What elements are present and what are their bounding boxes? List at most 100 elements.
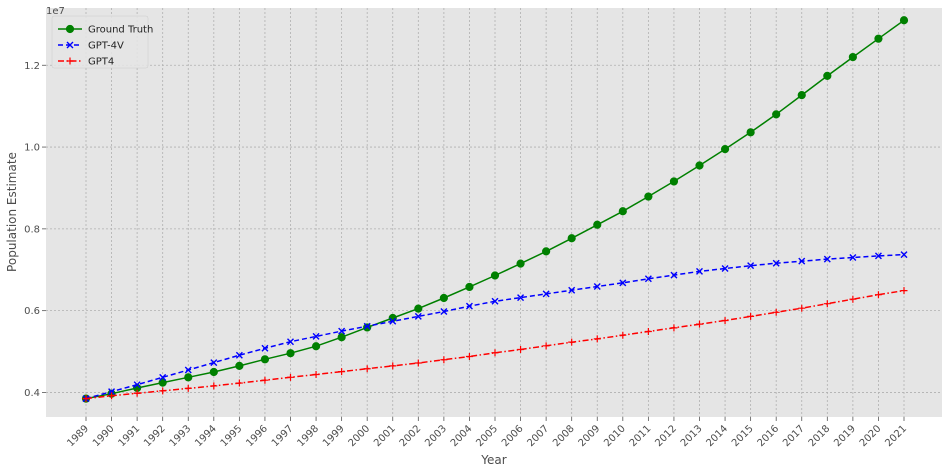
- x-tick-label: 1999: [321, 423, 347, 449]
- data-point: [669, 177, 679, 186]
- x-tick-label: 2019: [832, 423, 858, 449]
- data-point: [721, 265, 729, 273]
- y-tick-label: 0.4: [24, 388, 40, 399]
- data-point: [568, 286, 576, 294]
- data-point: [312, 370, 320, 378]
- x-tick-label: 2021: [883, 423, 909, 449]
- legend-marker: [65, 24, 75, 34]
- data-point: [414, 359, 422, 367]
- data-point: [287, 373, 294, 381]
- data-point: [363, 323, 372, 332]
- data-point: [133, 389, 141, 397]
- series-1: [82, 251, 908, 403]
- data-point: [108, 388, 116, 396]
- data-point: [874, 252, 882, 260]
- data-point: [286, 349, 295, 358]
- data-point: [874, 34, 883, 43]
- data-point: [491, 297, 499, 305]
- x-tick-label: 1989: [65, 423, 91, 449]
- x-tick-label: 2008: [551, 423, 577, 449]
- x-tick-label: 2000: [347, 423, 373, 449]
- data-point: [542, 247, 551, 256]
- y-tick-label: 0.6: [24, 306, 40, 317]
- data-point: [389, 362, 397, 370]
- x-axis: 1989 1990 1991 1992 1993 1994 1995 1996 1997 1998…: [65, 417, 909, 449]
- data-point: [517, 346, 525, 354]
- legend: Ground Truth GPT-4V GPT4: [51, 15, 153, 69]
- legend-label: GPT-4V: [88, 41, 124, 52]
- data-point: [568, 338, 576, 346]
- data-point: [312, 332, 320, 340]
- x-tick-label: 2015: [730, 423, 756, 449]
- data-point: [235, 379, 243, 387]
- data-point: [389, 317, 397, 325]
- data-point: [798, 304, 806, 312]
- data-point: [465, 302, 473, 310]
- data-point: [260, 355, 270, 364]
- x-tick-label: 2004: [449, 423, 475, 449]
- data-point: [772, 259, 780, 267]
- x-tick-label: 2014: [704, 423, 730, 449]
- legend-marker: [66, 41, 74, 49]
- data-point: [823, 255, 831, 263]
- data-point: [490, 271, 500, 280]
- data-point: [593, 335, 601, 343]
- x-tick-label: 1998: [295, 423, 321, 449]
- x-tick-label: 2020: [858, 423, 884, 449]
- data-point: [210, 359, 218, 367]
- data-point: [567, 234, 576, 243]
- data-point: [261, 376, 269, 384]
- x-tick-label: 2017: [781, 423, 807, 449]
- data-point: [670, 324, 678, 332]
- data-point: [491, 349, 499, 357]
- data-point: [797, 91, 806, 100]
- x-tick-label: 2012: [653, 423, 679, 449]
- data-point: [158, 378, 167, 387]
- data-point: [772, 308, 780, 316]
- x-tick-label: 2013: [679, 423, 705, 449]
- y-offset-label: 1e7: [46, 6, 65, 17]
- x-tick-label: 2003: [423, 423, 449, 449]
- data-point: [720, 145, 730, 154]
- data-point: [644, 275, 652, 283]
- x-tick-label: 2005: [474, 423, 500, 449]
- data-point: [746, 128, 755, 137]
- y-tick-label: 0.8: [24, 224, 40, 235]
- data-point: [747, 312, 755, 320]
- data-point: [338, 327, 346, 335]
- y-axis: 0.4 0.6 0.8 1.0 1.2: [24, 61, 46, 399]
- y-tick-label: 1.0: [24, 143, 40, 154]
- data-point: [823, 71, 832, 80]
- data-point: [619, 279, 627, 287]
- x-tick-label: 1997: [270, 423, 296, 449]
- y-axis-title: Population Estimate: [5, 152, 19, 272]
- data-point: [338, 368, 346, 376]
- data-point: [542, 342, 550, 350]
- data-point: [184, 373, 193, 382]
- data-point: [849, 295, 857, 303]
- data-point: [695, 161, 704, 170]
- data-point: [82, 395, 90, 403]
- x-tick-label: 2009: [577, 423, 603, 449]
- data-point: [287, 338, 294, 346]
- data-point: [696, 267, 703, 275]
- data-point: [593, 283, 601, 291]
- data-point: [439, 293, 448, 303]
- data-point: [363, 365, 371, 373]
- data-point: [159, 373, 167, 381]
- x-tick-label: 1996: [244, 423, 270, 449]
- data-point: [798, 257, 806, 265]
- x-tick-label: 2006: [500, 423, 526, 449]
- legend-label: GPT4: [88, 57, 114, 68]
- data-point: [644, 328, 652, 336]
- plot-area: [46, 8, 942, 417]
- data-point: [261, 344, 269, 352]
- legend-label: Ground Truth: [88, 25, 153, 36]
- x-tick-label: 1994: [193, 423, 219, 449]
- data-point: [542, 290, 550, 298]
- data-point: [311, 342, 321, 351]
- x-tick-label: 1991: [116, 423, 142, 449]
- data-point: [108, 392, 116, 400]
- data-point: [337, 333, 346, 342]
